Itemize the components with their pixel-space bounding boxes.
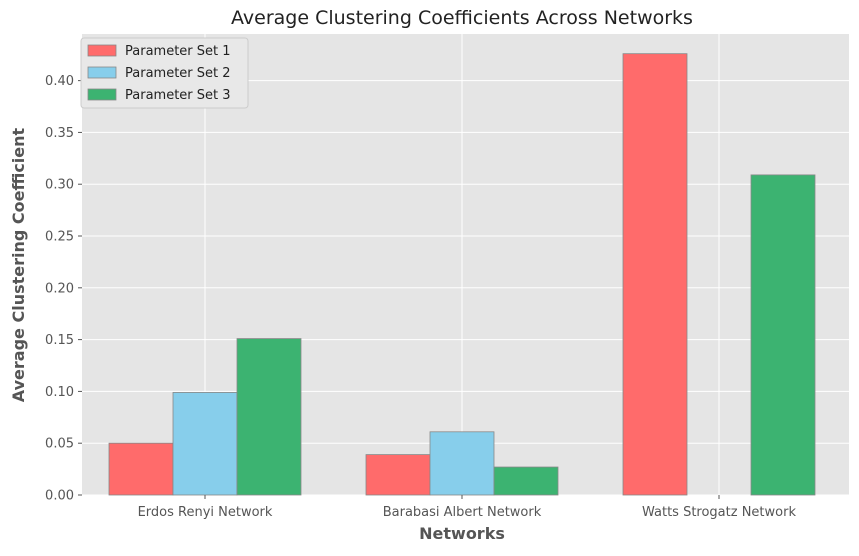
legend-label: Parameter Set 1 [125, 44, 231, 59]
y-tick-label: 0.05 [45, 437, 74, 452]
bar-parameter-set-2 [429, 431, 495, 496]
legend-swatch [87, 88, 117, 101]
legend: Parameter Set 1 Parameter Set 2 Parameter … [80, 37, 249, 109]
y-tick-label: 0.30 [45, 178, 74, 193]
legend-swatch [87, 44, 117, 57]
bar-parameter-set-2 [172, 392, 238, 496]
y-tick-label: 0.10 [45, 385, 74, 400]
bar-parameter-set-1 [365, 454, 431, 496]
legend-label: Parameter Set 2 [125, 66, 231, 81]
y-tick-label: 0.00 [45, 489, 74, 504]
bar-parameter-set-1 [108, 442, 174, 496]
y-tick-label: 0.15 [45, 333, 74, 348]
y-axis-title: Average Clustering Coefficient [9, 127, 28, 402]
x-tick-label: Barabasi Albert Network [383, 505, 542, 520]
y-axis-ticks: 0.00 0.05 0.10 0.15 0.20 0.25 0.30 0.35 0.40 [45, 74, 82, 504]
y-tick-label: 0.20 [45, 281, 74, 296]
x-axis-title: Networks [419, 524, 505, 543]
x-tick-label: Erdos Renyi Network [138, 505, 273, 520]
bar-parameter-set-1 [622, 53, 688, 496]
legend-swatch [87, 66, 117, 79]
bar-parameter-set-3 [236, 338, 302, 496]
chart-title: Average Clustering Coefficients Across N… [231, 7, 693, 29]
y-tick-label: 0.25 [45, 230, 74, 245]
x-tick-label: Watts Strogatz Network [642, 505, 796, 520]
legend-box [80, 37, 249, 109]
bar-parameter-set-3 [750, 174, 816, 496]
y-tick-label: 0.40 [45, 74, 74, 89]
y-tick-label: 0.35 [45, 126, 74, 141]
legend-label: Parameter Set 3 [125, 88, 231, 103]
x-axis-ticks: Erdos Renyi Network Barabasi Albert Netwo… [138, 495, 796, 520]
bar-parameter-set-3 [493, 466, 559, 496]
bars [108, 53, 816, 496]
